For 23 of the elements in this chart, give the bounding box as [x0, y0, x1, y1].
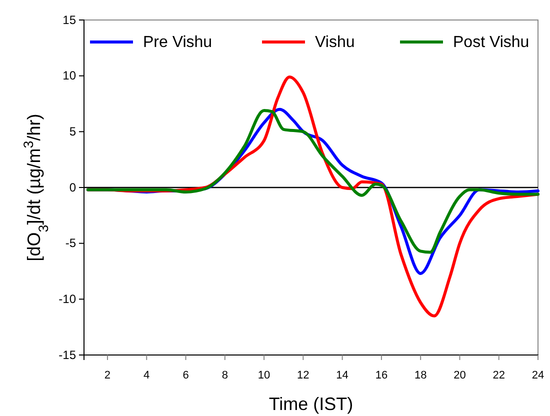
y-tick-label: -10: [58, 292, 76, 306]
y-tick-label: -15: [58, 348, 76, 362]
x-tick-label: 20: [454, 369, 466, 382]
legend-label: Vishu: [315, 34, 355, 51]
y-tick-label: 10: [62, 68, 76, 83]
x-tick-label: 8: [222, 369, 228, 382]
legend-label: Pre Vishu: [143, 34, 212, 51]
x-tick-label: 10: [258, 369, 270, 382]
y-tick-label: 0: [69, 180, 76, 194]
x-tick-label: 24: [532, 369, 544, 382]
y-tick-label: -5: [65, 236, 76, 250]
x-tick-label: 6: [182, 369, 189, 382]
x-tick-label: 16: [375, 369, 388, 382]
x-tick-label: 4: [144, 369, 150, 382]
legend-label: Post Vishu: [453, 34, 530, 51]
y-tick-label: 5: [69, 124, 76, 139]
x-tick-label: 22: [492, 369, 505, 382]
x-tick-label: 14: [336, 369, 348, 382]
y-tick-label: 15: [62, 12, 76, 27]
x-tick-label: 18: [414, 369, 427, 382]
x-axis-title: Time (IST): [268, 394, 354, 414]
x-tick-label: 2: [104, 369, 111, 382]
x-tick-label: 12: [297, 369, 310, 382]
